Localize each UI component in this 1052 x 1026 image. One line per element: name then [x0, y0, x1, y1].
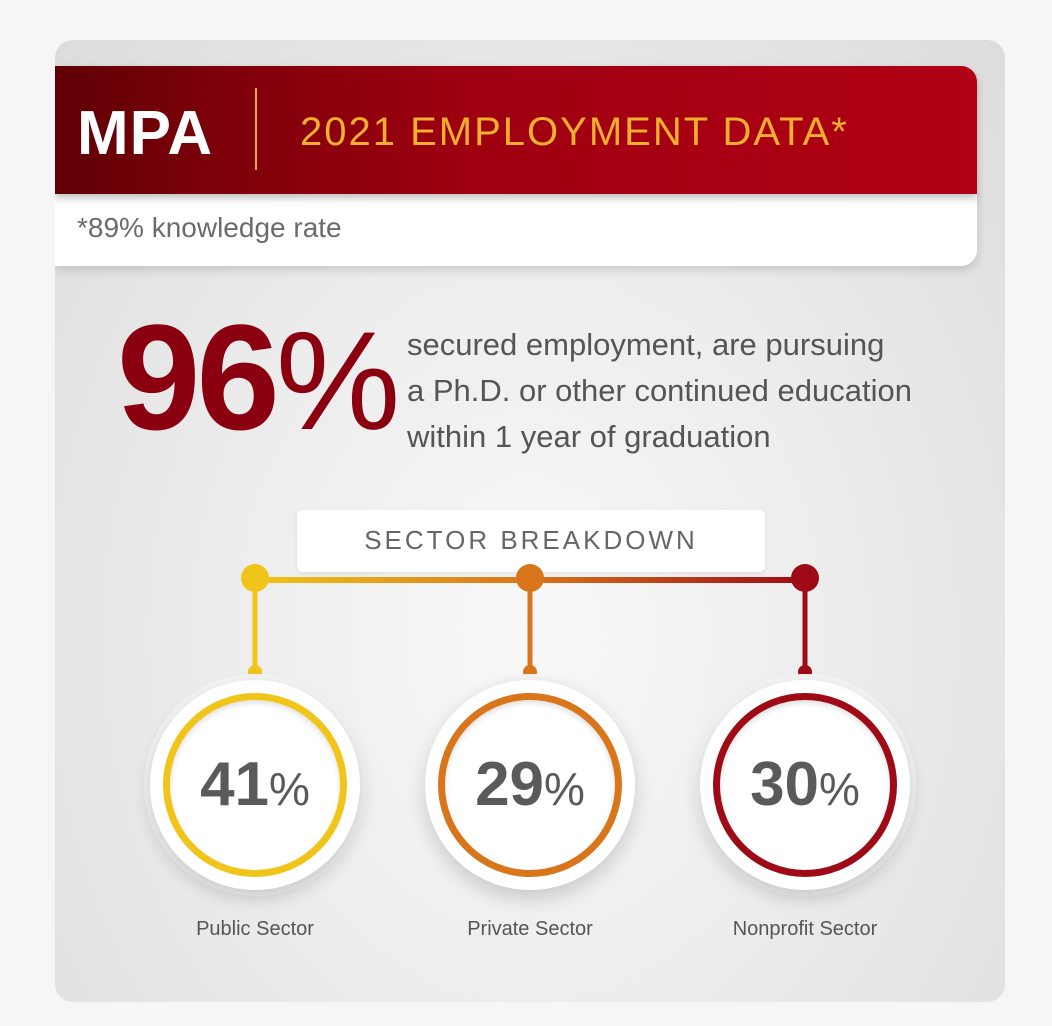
sector-private-percent-symbol: % [544, 763, 585, 815]
sector-public-circle: 41% [150, 680, 360, 890]
node-private-bottom [523, 665, 537, 679]
headline-line-3: within 1 year of graduation [407, 419, 771, 454]
sector-nonprofit-value: 30 [750, 750, 820, 819]
node-nonprofit-bottom [798, 665, 812, 679]
sector-breakdown-title: SECTOR BREAKDOWN [364, 525, 698, 555]
sector-public-ring [163, 693, 347, 877]
sector-nonprofit-circle: 30% [700, 680, 910, 890]
node-private-top [516, 564, 544, 592]
headline-value: 96 [117, 293, 280, 461]
sector-nonprofit-ring [713, 693, 897, 877]
sector-private-percentage: 29% [425, 752, 635, 822]
sector-public-percentage: 41% [150, 752, 360, 822]
headline-line-1: secured employment, are pursuing [407, 327, 885, 362]
headline-line-2: a Ph.D. or other continued education [407, 373, 912, 408]
headline-description: secured employment, are pursuing a Ph.D.… [407, 322, 987, 460]
header-divider [255, 88, 257, 170]
sector-breakdown-box [297, 510, 765, 572]
sector-public-value: 41 [200, 750, 270, 819]
sector-private-value: 29 [475, 750, 545, 819]
node-public-bottom [248, 665, 262, 679]
headline-percentage: 96% [117, 302, 401, 459]
sector-public-label: Public Sector [196, 918, 314, 940]
sector-private-label: Private Sector [467, 918, 593, 940]
sector-public-percent-symbol: % [269, 763, 310, 815]
infographic-card: *89% knowledge rate MPA 2021 EMPLOYMENT … [55, 40, 1005, 1002]
headline-percent-symbol: % [275, 302, 401, 459]
sector-connector-lines [241, 564, 819, 679]
sector-nonprofit-label: Nonprofit Sector [732, 918, 878, 940]
subtitle-band [55, 190, 977, 266]
knowledge-rate-note: *89% knowledge rate [77, 212, 342, 243]
sector-nonprofit-percentage: 30% [700, 752, 910, 822]
node-public-top [241, 564, 269, 592]
sector-private-ring [438, 693, 622, 877]
header-banner [55, 66, 977, 194]
page-title: 2021 EMPLOYMENT DATA* [300, 110, 849, 154]
program-logo: MPA [77, 99, 214, 168]
sector-private-circle: 29% [425, 680, 635, 890]
node-nonprofit-top [791, 564, 819, 592]
sector-nonprofit-percent-symbol: % [819, 763, 860, 815]
